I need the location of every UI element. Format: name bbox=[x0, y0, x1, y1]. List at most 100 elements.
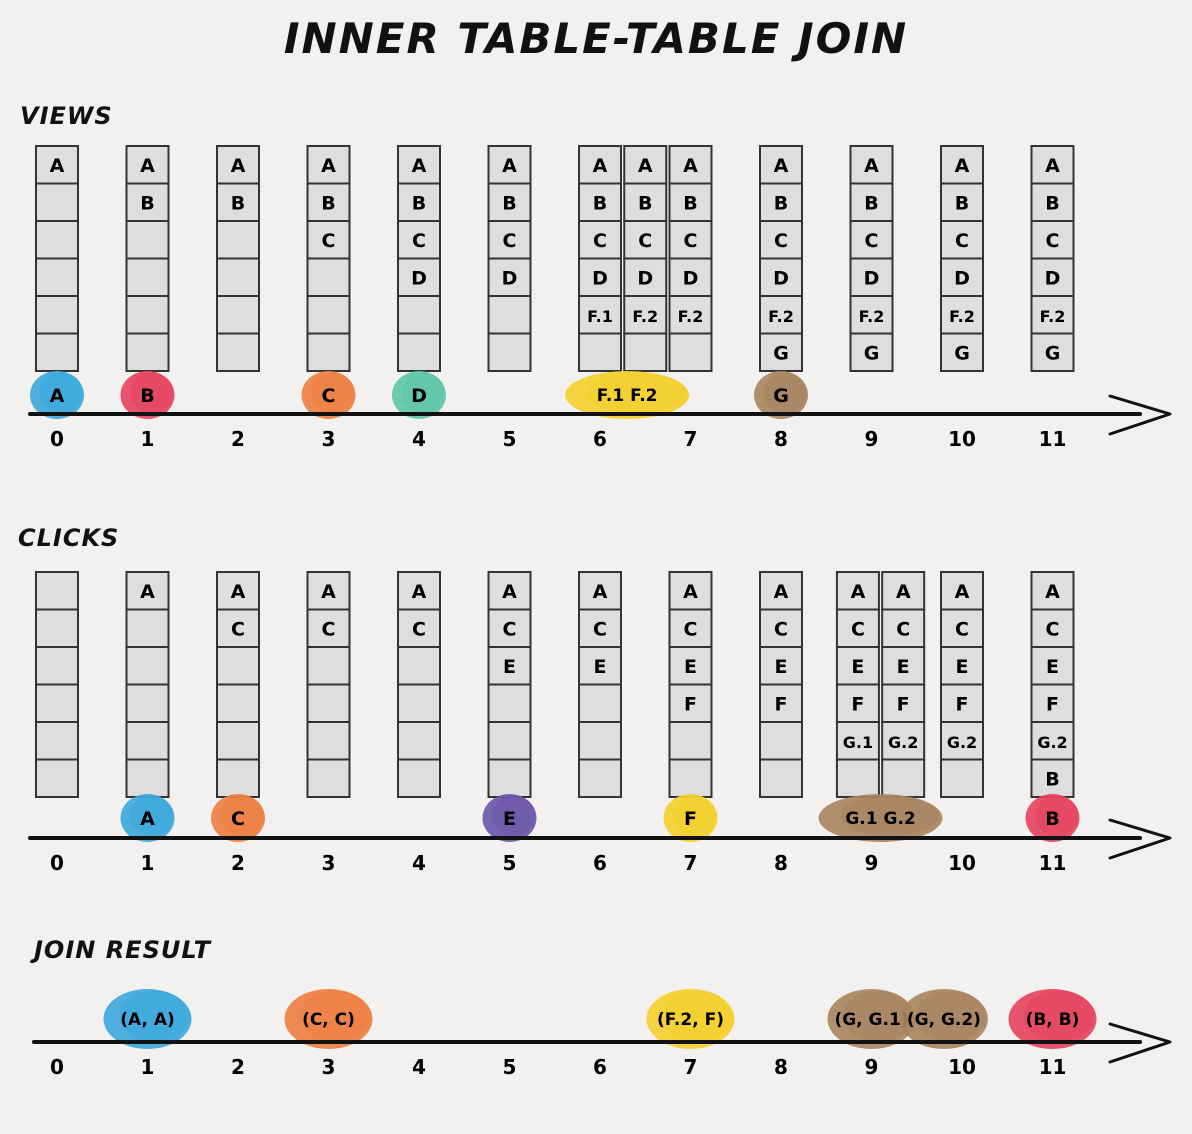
views-tick-label: 8 bbox=[774, 427, 788, 451]
clicks-table-cell bbox=[306, 571, 351, 611]
views-table-cell-label: A bbox=[683, 155, 698, 177]
views-table-cell-label: B bbox=[683, 192, 697, 214]
views-table-cell-label: A bbox=[140, 155, 155, 177]
clicks-table-cell-label: C bbox=[684, 618, 698, 640]
clicks-table-cell-label: B bbox=[1045, 768, 1059, 790]
clicks-table-cell bbox=[306, 758, 351, 798]
clicks-table-cell-label: A bbox=[321, 581, 336, 603]
views-table-cell-label: A bbox=[231, 155, 246, 177]
clicks-tick-label: 5 bbox=[503, 851, 517, 875]
clicks-table-cell bbox=[487, 721, 532, 761]
clicks-table-cell-label: C bbox=[1046, 618, 1060, 640]
views-table-cell-label: D bbox=[411, 267, 427, 289]
clicks-table-cell bbox=[578, 721, 622, 761]
clicks-table-cell bbox=[125, 571, 170, 611]
views-table-cell-label: D bbox=[502, 267, 518, 289]
clicks-event-label: A bbox=[140, 808, 155, 830]
join-tick-label: 11 bbox=[1039, 1055, 1067, 1079]
views-table-cell bbox=[623, 332, 668, 372]
clicks-table-cell bbox=[881, 683, 926, 723]
clicks-event-blob-shade bbox=[1034, 795, 1079, 836]
views-table-cell bbox=[668, 332, 713, 372]
clicks-event-blob-shade bbox=[491, 795, 536, 836]
views-table-cell-label: G bbox=[773, 342, 789, 364]
clicks-tick-label: 0 bbox=[50, 851, 64, 875]
views-table-cell-label: C bbox=[322, 230, 336, 252]
views-table-cell-label: A bbox=[774, 155, 789, 177]
clicks-event-label: C bbox=[231, 808, 245, 830]
views-table-cell-label: F.2 bbox=[678, 307, 704, 326]
views-table-cell bbox=[306, 182, 351, 222]
clicks-table-cell bbox=[759, 721, 803, 761]
clicks-table-cell bbox=[940, 758, 984, 798]
views-table-cell-label: C bbox=[593, 230, 607, 252]
views-table-cell-label: A bbox=[1045, 155, 1060, 177]
views-table-cell-label: F.2 bbox=[632, 307, 658, 326]
clicks-table-cell-label: A bbox=[140, 581, 155, 603]
views-table-cell bbox=[216, 220, 260, 260]
join-tick-label: 2 bbox=[231, 1055, 245, 1079]
clicks-table-cell-label: C bbox=[774, 618, 788, 640]
clicks-table-cell-label: A bbox=[774, 581, 789, 603]
join-tick-label: 1 bbox=[141, 1055, 155, 1079]
views-table-cell bbox=[849, 145, 894, 185]
clicks-table-cell bbox=[940, 571, 984, 611]
clicks-table-cell bbox=[578, 608, 622, 648]
clicks-table-cell-label: A bbox=[851, 581, 866, 603]
clicks-table-cell bbox=[216, 683, 260, 723]
clicks-table-cell bbox=[668, 571, 713, 611]
clicks-table-cell bbox=[487, 758, 532, 798]
clicks-table-cell-label: C bbox=[593, 618, 607, 640]
views-event-blob-shade bbox=[129, 372, 174, 413]
views-table-cell-label: F.2 bbox=[859, 307, 885, 326]
views-table-cell bbox=[940, 332, 984, 372]
views-tick-label: 3 bbox=[322, 427, 336, 451]
views-label: VIEWS bbox=[20, 102, 113, 130]
views-table-cell bbox=[578, 257, 622, 297]
views-table-cell bbox=[306, 295, 351, 335]
views-table-cell-label: B bbox=[502, 192, 516, 214]
views-table-cell-label: A bbox=[502, 155, 517, 177]
views-table-cell-label: A bbox=[638, 155, 653, 177]
join-tick-label: 6 bbox=[593, 1055, 607, 1079]
views-tick-label: 6 bbox=[593, 427, 607, 451]
clicks-table-cell bbox=[397, 683, 441, 723]
clicks-tick-label: 2 bbox=[231, 851, 245, 875]
clicks-tick-label: 10 bbox=[948, 851, 976, 875]
views-table-cell-label: C bbox=[774, 230, 788, 252]
views-tick-label: 10 bbox=[948, 427, 976, 451]
clicks-table-cell-label: F bbox=[956, 693, 969, 715]
views-event-label: A bbox=[50, 385, 65, 407]
views-table-cell-label: G bbox=[954, 342, 970, 364]
views-table-cell-label: B bbox=[412, 192, 426, 214]
views-table-cell-label: B bbox=[638, 192, 652, 214]
views-table-cell-label: C bbox=[955, 230, 969, 252]
views-table-cell-label: C bbox=[412, 230, 426, 252]
join-event-blob-shade bbox=[299, 990, 371, 1042]
clicks-table-cell-label: E bbox=[684, 656, 697, 678]
views-tick-label: 7 bbox=[684, 427, 698, 451]
clicks-label: CLICKS bbox=[18, 524, 120, 552]
views-table-cell-label: F.1 bbox=[587, 307, 613, 326]
clicks-table-cell-label: C bbox=[412, 618, 426, 640]
clicks-event-label: B bbox=[1045, 808, 1059, 830]
views-table-cell-label: A bbox=[412, 155, 427, 177]
clicks-table-cell bbox=[881, 758, 926, 798]
views-tick-label: 1 bbox=[141, 427, 155, 451]
views-table-cell bbox=[35, 220, 79, 260]
views-table-cell-label: B bbox=[231, 192, 245, 214]
views-table-cell-label: A bbox=[864, 155, 879, 177]
clicks-table-cell bbox=[940, 646, 984, 686]
clicks-table-cell bbox=[881, 646, 926, 686]
clicks-table-cell bbox=[759, 571, 803, 611]
clicks-table-cell bbox=[397, 758, 441, 798]
views-tick-label: 11 bbox=[1039, 427, 1067, 451]
views-table-cell bbox=[35, 145, 79, 185]
clicks-table-cell bbox=[125, 721, 170, 761]
clicks-table-cell bbox=[35, 608, 79, 648]
views-table-cell bbox=[623, 182, 668, 222]
clicks-table-cell-label: A bbox=[955, 581, 970, 603]
clicks-table-cell-label: G.2 bbox=[1037, 733, 1067, 752]
clicks-table-cell bbox=[881, 721, 926, 761]
